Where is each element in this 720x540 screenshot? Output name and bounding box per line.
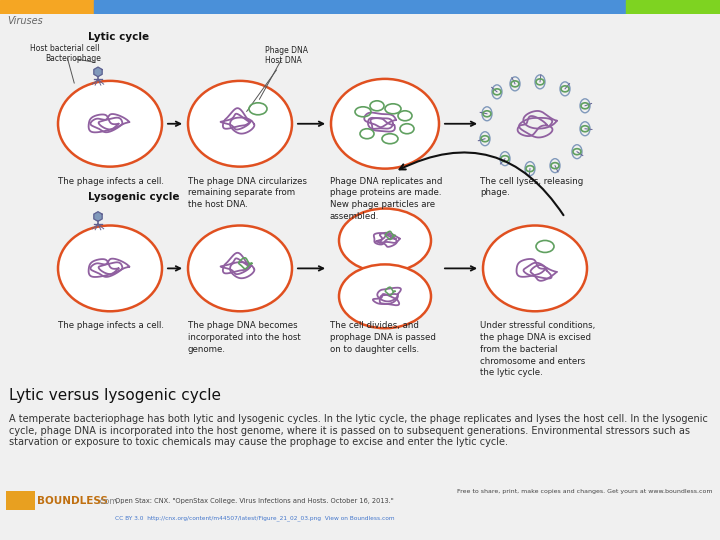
Text: The cell lyses, releasing
phage.: The cell lyses, releasing phage. xyxy=(480,177,583,198)
Ellipse shape xyxy=(188,226,292,311)
Bar xyxy=(0,0,94,14)
Ellipse shape xyxy=(331,79,439,168)
Ellipse shape xyxy=(188,81,292,167)
Polygon shape xyxy=(94,212,102,221)
Text: The cell divides, and
prophage DNA is passed
on to daughter cells.: The cell divides, and prophage DNA is pa… xyxy=(330,321,436,354)
Ellipse shape xyxy=(339,265,431,328)
Text: The phage DNA circularizes
remaining separate from
the host DNA.: The phage DNA circularizes remaining sep… xyxy=(188,177,307,209)
Text: The phage DNA becomes
incorporated into the host
genome.: The phage DNA becomes incorporated into … xyxy=(188,321,301,354)
Bar xyxy=(626,0,720,14)
Text: Lytic cycle: Lytic cycle xyxy=(88,32,149,42)
Text: The phage infects a cell.: The phage infects a cell. xyxy=(58,321,164,330)
Text: Host bacterial cell: Host bacterial cell xyxy=(30,44,99,83)
Text: The phage infects a cell.: The phage infects a cell. xyxy=(58,177,164,186)
Text: Lysogenic cycle: Lysogenic cycle xyxy=(88,192,179,201)
Polygon shape xyxy=(94,67,102,77)
Ellipse shape xyxy=(483,226,587,311)
Bar xyxy=(6,491,35,510)
Text: A temperate bacteriophage has both lytic and lysogenic cycles. In the lytic cycl: A temperate bacteriophage has both lytic… xyxy=(9,414,708,447)
Text: Host DNA: Host DNA xyxy=(247,56,302,112)
Text: Phage DNA: Phage DNA xyxy=(259,46,308,99)
Ellipse shape xyxy=(339,208,431,272)
Text: Under stressful conditions,
the phage DNA is excised
from the bacterial
chromoso: Under stressful conditions, the phage DN… xyxy=(480,321,595,377)
Text: Phage DNA replicates and
phage proteins are made.
New phage particles are
assemb: Phage DNA replicates and phage proteins … xyxy=(330,177,442,221)
Text: CC BY 3.0  http://cnx.org/content/m44507/latest/Figure_21_02_03.png  View on Bou: CC BY 3.0 http://cnx.org/content/m44507/… xyxy=(115,516,395,522)
Text: Bacteriophage: Bacteriophage xyxy=(45,54,101,63)
Bar xyxy=(94,0,626,14)
Text: Viruses: Viruses xyxy=(7,16,43,26)
Text: .com: .com xyxy=(97,497,117,505)
Ellipse shape xyxy=(58,81,162,167)
Text: Lytic versus lysogenic cycle: Lytic versus lysogenic cycle xyxy=(9,388,220,403)
Text: Free to share, print, make copies and changes. Get yours at www.boundless.com: Free to share, print, make copies and ch… xyxy=(457,489,713,494)
Text: Open Stax: CNX. "OpenStax College. Virus Infections and Hosts. October 16, 2013.: Open Stax: CNX. "OpenStax College. Virus… xyxy=(115,498,394,504)
Ellipse shape xyxy=(58,226,162,311)
Text: BOUNDLESS: BOUNDLESS xyxy=(37,496,108,506)
